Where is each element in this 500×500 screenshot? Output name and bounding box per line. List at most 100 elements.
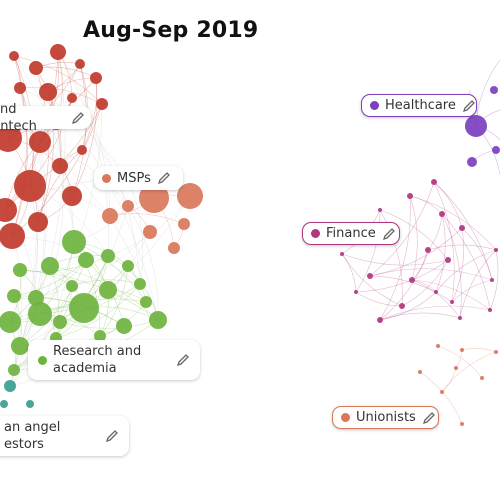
graph-node-finance[interactable] <box>439 211 445 217</box>
graph-node-research[interactable] <box>53 315 67 329</box>
cluster-label-research[interactable]: Research and academia <box>28 340 200 380</box>
graph-node-research[interactable] <box>0 311 21 333</box>
graph-node-payments[interactable] <box>62 186 82 206</box>
graph-node-finance[interactable] <box>377 317 383 323</box>
graph-node-payments[interactable] <box>28 212 48 232</box>
graph-node-msps[interactable] <box>177 183 203 209</box>
graph-node-finance[interactable] <box>488 308 492 312</box>
graph-node-research[interactable] <box>11 337 29 355</box>
graph-node-research[interactable] <box>66 280 78 292</box>
page-title: Aug-Sep 2019 <box>83 18 259 43</box>
graph-node-research[interactable] <box>13 263 27 277</box>
edit-icon[interactable] <box>157 171 171 185</box>
edit-icon[interactable] <box>382 227 396 241</box>
graph-node-payments[interactable] <box>0 223 25 249</box>
edit-icon[interactable] <box>462 99 476 113</box>
graph-node-msps[interactable] <box>139 183 169 213</box>
graph-node-payments[interactable] <box>96 98 108 110</box>
graph-node-research[interactable] <box>134 278 146 290</box>
graph-node-research[interactable] <box>94 330 106 342</box>
graph-node-finance[interactable] <box>409 277 415 283</box>
graph-edge <box>35 66 97 79</box>
graph-node-payments[interactable] <box>0 198 17 222</box>
graph-node-research[interactable] <box>28 302 52 326</box>
graph-node-unionists[interactable] <box>460 422 464 426</box>
graph-node-angels[interactable] <box>4 380 16 392</box>
graph-node-unionists[interactable] <box>494 350 498 354</box>
graph-node-finance[interactable] <box>425 247 431 253</box>
graph-node-msps[interactable] <box>178 218 190 230</box>
graph-node-msps[interactable] <box>122 200 134 212</box>
cluster-label-healthcare[interactable]: Healthcare <box>361 94 477 117</box>
graph-node-payments[interactable] <box>29 61 43 75</box>
graph-node-payments[interactable] <box>67 93 77 103</box>
graph-node-healthcare[interactable] <box>467 157 477 167</box>
graph-node-research[interactable] <box>78 252 94 268</box>
graph-node-payments[interactable] <box>75 59 85 69</box>
cluster-label-unionists[interactable]: Unionists <box>332 406 439 429</box>
graph-node-finance[interactable] <box>399 303 405 309</box>
graph-node-finance[interactable] <box>450 300 454 304</box>
graph-node-payments[interactable] <box>77 145 87 155</box>
graph-node-research[interactable] <box>116 318 132 334</box>
graph-node-finance[interactable] <box>378 208 382 212</box>
graph-node-unionists[interactable] <box>460 348 464 352</box>
graph-node-payments[interactable] <box>9 51 19 61</box>
graph-node-finance[interactable] <box>434 290 438 294</box>
graph-node-payments[interactable] <box>29 131 51 153</box>
graph-node-finance[interactable] <box>431 179 437 185</box>
graph-edge <box>435 249 497 293</box>
graph-node-msps[interactable] <box>143 225 157 239</box>
graph-node-payments[interactable] <box>14 82 26 94</box>
graph-node-research[interactable] <box>140 296 152 308</box>
graph-node-angels[interactable] <box>26 400 34 408</box>
graph-node-healthcare[interactable] <box>492 146 500 154</box>
graph-node-payments[interactable] <box>52 158 68 174</box>
graph-node-research[interactable] <box>69 293 99 323</box>
graph-node-finance[interactable] <box>459 225 465 231</box>
graph-edge <box>99 265 129 337</box>
graph-node-finance[interactable] <box>407 193 413 199</box>
edit-icon[interactable] <box>176 353 190 367</box>
graph-node-finance[interactable] <box>354 290 358 294</box>
graph-node-finance[interactable] <box>445 257 451 263</box>
graph-node-unionists[interactable] <box>436 344 440 348</box>
graph-node-research[interactable] <box>7 289 21 303</box>
graph-node-research[interactable] <box>101 249 115 263</box>
graph-node-msps[interactable] <box>168 242 180 254</box>
graph-node-finance[interactable] <box>458 316 462 320</box>
graph-node-research[interactable] <box>149 311 167 329</box>
graph-node-healthcare[interactable] <box>465 115 487 137</box>
graph-node-payments[interactable] <box>50 44 66 60</box>
graph-edge <box>11 87 28 237</box>
graph-node-payments[interactable] <box>39 83 57 101</box>
graph-node-unionists[interactable] <box>418 370 422 374</box>
graph-node-research[interactable] <box>99 281 117 299</box>
cluster-label-payments[interactable]: and fintech <box>0 102 91 134</box>
graph-node-research[interactable] <box>122 260 134 272</box>
graph-node-finance[interactable] <box>367 273 373 279</box>
cluster-label-angels[interactable]: an angel estors <box>0 416 129 456</box>
cluster-label-msps[interactable]: MSPs <box>94 166 183 190</box>
graph-node-research[interactable] <box>41 257 59 275</box>
graph-edge <box>13 259 87 297</box>
cluster-label-finance[interactable]: Finance <box>302 222 400 245</box>
graph-node-msps[interactable] <box>102 208 118 224</box>
graph-node-unionists[interactable] <box>480 376 484 380</box>
edit-icon[interactable] <box>71 111 85 125</box>
graph-node-angels[interactable] <box>0 400 8 408</box>
graph-node-payments[interactable] <box>90 72 102 84</box>
graph-node-payments[interactable] <box>0 124 22 152</box>
graph-node-finance[interactable] <box>340 252 344 256</box>
graph-node-healthcare[interactable] <box>490 86 498 94</box>
graph-node-payments[interactable] <box>14 170 46 202</box>
graph-node-research[interactable] <box>8 364 20 376</box>
graph-node-finance[interactable] <box>490 278 494 282</box>
graph-edge <box>409 195 418 281</box>
graph-node-research[interactable] <box>62 230 86 254</box>
edit-icon[interactable] <box>422 411 436 425</box>
edit-icon[interactable] <box>105 429 119 443</box>
graph-node-finance[interactable] <box>494 248 498 252</box>
graph-node-unionists[interactable] <box>454 366 458 370</box>
graph-node-unionists[interactable] <box>440 390 444 394</box>
